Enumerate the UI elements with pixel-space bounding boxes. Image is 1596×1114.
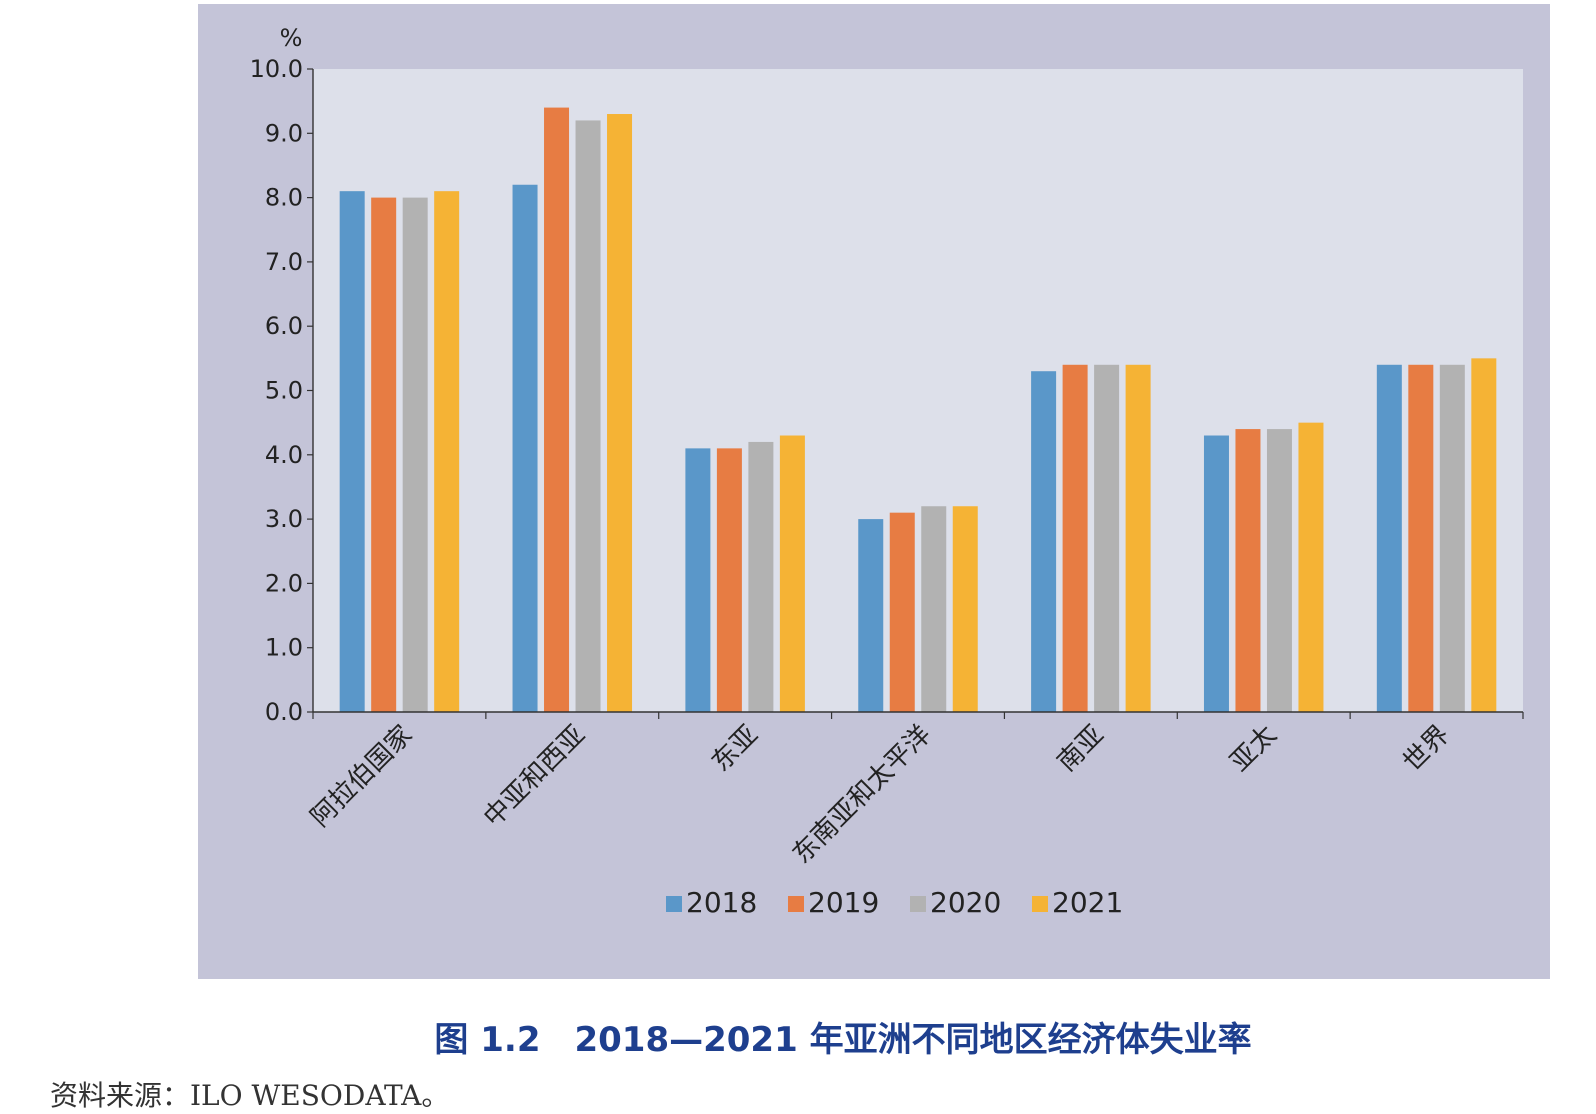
bar-2018-5 bbox=[1203, 435, 1229, 712]
y-tick-label: 0.0 bbox=[265, 698, 303, 726]
category-label: 阿拉伯国家 bbox=[305, 720, 418, 833]
bar-2020-6 bbox=[1439, 364, 1465, 712]
bar-2020-3 bbox=[921, 506, 947, 712]
bar-2018-3 bbox=[858, 519, 884, 712]
bar-2018-4 bbox=[1031, 371, 1057, 712]
bar-2020-1 bbox=[575, 120, 601, 712]
bar-chart: % 0.0 1.0 2.0 3.0 4.0 5.0 6.0 7.0 8.0 9.0 10.0 阿拉伯… bbox=[250, 24, 1524, 919]
bar-2018-6 bbox=[1376, 364, 1402, 712]
legend-swatch-2021 bbox=[1032, 896, 1048, 912]
bar-2021-6 bbox=[1471, 358, 1497, 712]
y-tick-label: 3.0 bbox=[265, 505, 303, 533]
legend-swatch-2020 bbox=[910, 896, 926, 912]
legend-label-2019: 2019 bbox=[808, 886, 879, 919]
bar-2021-1 bbox=[607, 114, 633, 712]
category-label: 世界 bbox=[1398, 720, 1456, 778]
plot-area bbox=[313, 69, 1523, 712]
bar-2020-2 bbox=[748, 441, 774, 712]
bar-2019-1 bbox=[544, 107, 570, 712]
category-label: 亚太 bbox=[1225, 720, 1283, 778]
bar-2021-0 bbox=[434, 191, 460, 713]
bar-2020-0 bbox=[402, 197, 428, 713]
y-axis-unit: % bbox=[280, 24, 303, 52]
category-label: 东南亚和太平洋 bbox=[787, 720, 937, 870]
y-tick-label: 8.0 bbox=[265, 184, 303, 212]
bars bbox=[339, 107, 1497, 713]
y-tick-label: 9.0 bbox=[265, 119, 303, 147]
legend-label-2018: 2018 bbox=[686, 886, 757, 919]
bar-2018-0 bbox=[339, 191, 365, 713]
y-tick-label: 10.0 bbox=[250, 55, 303, 83]
y-tick-label: 5.0 bbox=[265, 377, 303, 405]
y-tick-label: 6.0 bbox=[265, 312, 303, 340]
bar-2021-3 bbox=[952, 506, 978, 712]
chart-panel: % 0.0 1.0 2.0 3.0 4.0 5.0 6.0 7.0 8.0 9.0 10.0 阿拉伯… bbox=[198, 4, 1550, 979]
bar-2019-2 bbox=[716, 448, 742, 712]
bar-2019-6 bbox=[1408, 364, 1434, 712]
legend-swatch-2019 bbox=[788, 896, 804, 912]
bar-2021-4 bbox=[1125, 364, 1151, 712]
legend-swatch-2018 bbox=[666, 896, 682, 912]
legend-label-2021: 2021 bbox=[1052, 886, 1123, 919]
y-axis-ticks: 0.0 1.0 2.0 3.0 4.0 5.0 6.0 7.0 8.0 9.0 10.0 bbox=[250, 55, 313, 726]
bar-2019-0 bbox=[371, 197, 397, 713]
category-label: 南亚 bbox=[1052, 720, 1110, 778]
figure-caption: 图 1.2 2018—2021 年亚洲不同地区经济体失业率 bbox=[434, 1020, 1252, 1060]
axes bbox=[312, 69, 1524, 719]
bar-2018-1 bbox=[512, 184, 538, 713]
bar-2021-2 bbox=[779, 435, 805, 712]
y-tick-label: 2.0 bbox=[265, 569, 303, 597]
bar-2020-4 bbox=[1094, 364, 1120, 712]
bar-2019-3 bbox=[889, 512, 915, 712]
category-label: 东亚 bbox=[706, 720, 764, 778]
legend: 2018 2019 2020 2021 bbox=[666, 886, 1123, 919]
y-tick-label: 1.0 bbox=[265, 634, 303, 662]
source-note: 资料来源：ILO WESODATA。 bbox=[50, 1079, 450, 1112]
legend-label-2020: 2020 bbox=[930, 886, 1001, 919]
y-tick-label: 7.0 bbox=[265, 248, 303, 276]
category-label: 中亚和西亚 bbox=[478, 720, 591, 833]
bar-2019-5 bbox=[1235, 429, 1261, 712]
bar-2018-2 bbox=[685, 448, 711, 712]
category-labels: 阿拉伯国家 中亚和西亚 东亚 东南亚和太平洋 南亚 亚太 世界 bbox=[305, 720, 1455, 870]
bar-2019-4 bbox=[1062, 364, 1088, 712]
bar-2021-5 bbox=[1298, 422, 1324, 712]
bar-2020-5 bbox=[1266, 429, 1292, 712]
y-tick-label: 4.0 bbox=[265, 441, 303, 469]
